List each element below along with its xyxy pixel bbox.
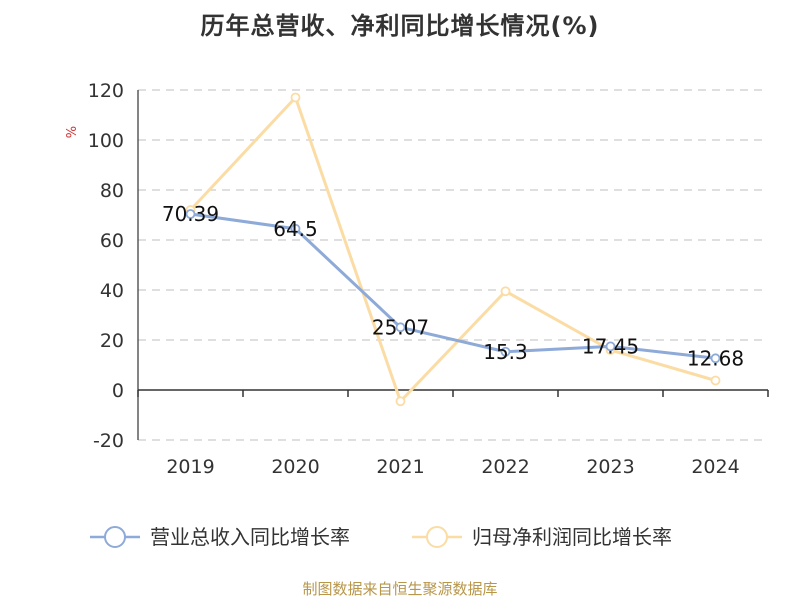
x-tick-label: 2024 [691,456,739,478]
data-point [710,353,721,364]
x-tick-label: 2020 [271,456,319,478]
x-axis: 2019 2020 2021 2022 2023 2024 [137,389,769,478]
y-tick-label: 20 [100,330,124,352]
y-tick-label: 40 [100,280,124,302]
legend: 营业总收入同比增长率 归母净利润同比增长率 [90,525,672,549]
data-labels: 70.39 64.5 25.07 15.3 17.45 12.68 [162,202,744,370]
data-label: 12.68 [687,346,744,370]
legend-label: 归母净利润同比增长率 [472,525,672,549]
data-label: 70.39 [162,202,219,226]
data-point [395,322,406,333]
series-points [185,92,721,407]
legend-marker [104,526,126,548]
data-point [290,92,301,103]
legend-marker [426,526,448,548]
series-line-1 [189,96,716,403]
y-tick-label: 0 [112,380,124,402]
y-axis-unit: % [65,126,80,138]
chart-title: 历年总营收、净利同比增长情况(%) [200,12,600,40]
y-axis-ticks: -20 0 20 40 60 80 100 120 [88,80,139,452]
data-point [500,346,511,357]
source-note: 制图数据来自恒生聚源数据库 [302,580,498,598]
data-point [290,223,301,234]
data-label: 64.5 [273,217,318,241]
y-tick-label: -20 [93,430,124,452]
data-point [395,396,406,407]
series-lines [189,96,716,403]
y-tick-label: 60 [100,230,124,252]
y-tick-label: 120 [88,80,124,102]
data-point [185,209,196,219]
grid-lines [138,89,768,441]
y-tick-label: 100 [88,130,124,152]
data-label: 25.07 [372,315,429,339]
x-tick-label: 2021 [376,456,424,478]
data-point [710,375,721,386]
legend-label: 营业总收入同比增长率 [150,525,350,549]
data-point [500,286,511,297]
series-line-0 [190,212,716,360]
x-tick-label: 2023 [586,456,634,478]
data-label: 17.45 [582,334,639,358]
x-tick-label: 2019 [166,456,214,478]
data-point [605,341,616,352]
x-tick-label: 2022 [481,456,529,478]
data-label: 15.3 [483,340,528,364]
y-tick-label: 80 [100,180,124,202]
